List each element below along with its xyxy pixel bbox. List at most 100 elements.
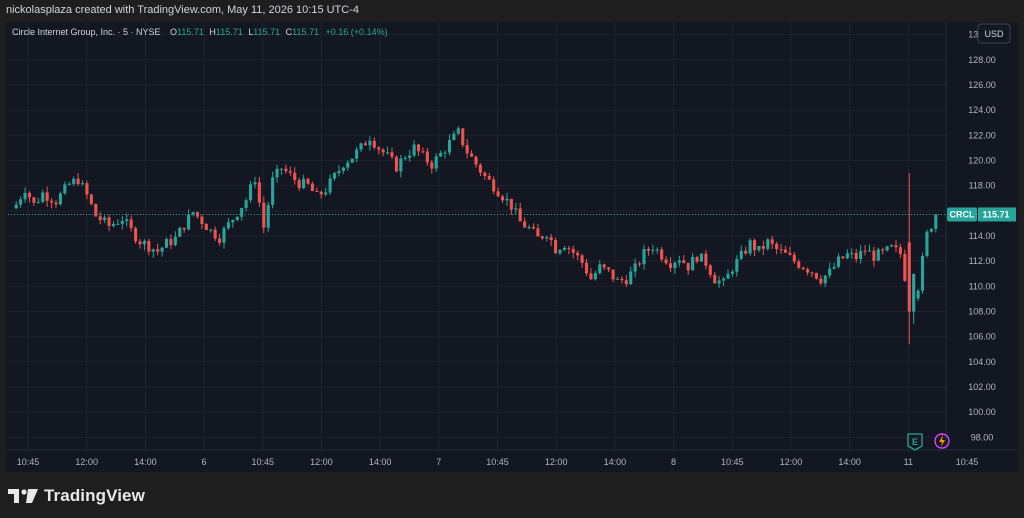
time-tick-label: 10:45 (721, 457, 744, 467)
candle-body (686, 262, 690, 271)
candle-body (461, 128, 465, 146)
candle-body (439, 152, 443, 157)
brand-name: TradingView (44, 486, 145, 505)
candle-body (655, 249, 659, 251)
earnings-badge-shape (907, 433, 923, 451)
candle-body (478, 164, 482, 173)
candle-body (350, 158, 354, 163)
candle-body (191, 212, 195, 215)
price-tick-label: 110.00 (969, 281, 996, 291)
candle-body (788, 252, 792, 255)
candle-body (341, 167, 345, 171)
candle-body (32, 197, 36, 203)
price-tag-value-bg (978, 207, 1016, 222)
candle-body (284, 168, 288, 172)
candle-body (766, 239, 770, 249)
candle-body (713, 274, 717, 284)
candle-body (580, 255, 584, 263)
candle-body (739, 250, 743, 259)
price-tick-label: 120.00 (968, 155, 996, 165)
time-tick-label: 14:00 (604, 457, 627, 467)
candle-body (67, 183, 71, 185)
dividend-badge[interactable] (934, 433, 950, 449)
candle-body (523, 221, 527, 228)
candle-body (500, 196, 505, 201)
candle-body (302, 178, 306, 189)
currency-button-label: USD (984, 29, 1004, 39)
price-axis[interactable]: 130.00128.00126.00124.00122.00120.00118.… (968, 30, 996, 443)
candle-body (63, 184, 67, 194)
chart-panel[interactable]: Circle Internet Group, Inc. · 5 · NYSE O… (6, 22, 1018, 472)
candle-body (377, 147, 381, 150)
candle-body (315, 190, 319, 192)
candle-body (390, 152, 394, 157)
candle-body (841, 256, 845, 259)
time-tick-label: 12:00 (310, 457, 333, 467)
time-tick-label: 12:00 (780, 457, 803, 467)
candle-body (584, 262, 589, 274)
candle-body (434, 156, 438, 169)
candle-body (819, 278, 823, 284)
candle-body (142, 240, 146, 245)
candle-body (222, 228, 226, 243)
candle-body (200, 216, 204, 224)
candle-body (814, 273, 818, 279)
price-tick-label: 114.00 (969, 231, 996, 241)
candle-body (920, 256, 925, 291)
price-tick-label: 122.00 (968, 130, 996, 140)
candle-body (178, 227, 182, 237)
candle-body (452, 133, 456, 140)
candle-body (828, 268, 832, 276)
candle-body (531, 226, 536, 229)
candle-body (801, 267, 805, 270)
candle-body (240, 208, 244, 217)
candle-body (797, 261, 801, 268)
candle-body (164, 239, 169, 248)
candle-body (744, 250, 748, 254)
candle-body (783, 249, 788, 253)
candle-body (182, 227, 186, 230)
candle-body (372, 140, 376, 148)
time-tick-label: 14:00 (134, 457, 157, 467)
candle-body (699, 253, 704, 262)
legend-change: +0.16 (+0.14%) (326, 27, 388, 37)
candle-body (558, 250, 562, 254)
price-tick-label: 118.00 (969, 181, 996, 191)
candle-body (80, 183, 85, 185)
candle-body (761, 246, 765, 249)
candle-body (271, 177, 275, 205)
time-tick-label: 10:45 (251, 457, 274, 467)
tradingview-logo[interactable]: TradingView (8, 486, 145, 506)
candle-body (337, 170, 341, 174)
currency-button[interactable] (977, 23, 1011, 44)
candle-body (885, 246, 889, 251)
candlestick-chart[interactable]: Circle Internet Group, Inc. · 5 · NYSE O… (6, 22, 1018, 472)
candle-body (297, 179, 301, 189)
candle-body (509, 198, 513, 210)
candle-body (218, 238, 222, 243)
legend-l-label: L (248, 27, 253, 37)
candle-body (204, 223, 208, 231)
candle-body (147, 240, 151, 252)
legend-h-value: 115.71 (216, 27, 243, 37)
candle-body (213, 229, 217, 239)
candle-body (929, 228, 933, 232)
time-axis[interactable]: 10:45 12:00 14:00 6 10:45 12:00 14:00 7 10:45 12:… (17, 457, 979, 467)
candle-body (76, 178, 80, 185)
lightning-icon (939, 435, 945, 447)
candle-body (492, 179, 496, 192)
candle-body (903, 253, 907, 281)
time-tick-label: 12:00 (75, 457, 98, 467)
candle-body (111, 223, 116, 226)
candle-body (288, 171, 292, 173)
legend-l-value: 115.71 (253, 27, 280, 37)
candle-body (735, 258, 739, 272)
candle-body (695, 256, 699, 262)
candle-body (116, 223, 120, 225)
candle-body (691, 256, 695, 271)
candle-body (125, 219, 129, 221)
dividend-badge-circle (934, 433, 950, 449)
time-tick-label: 14:00 (369, 457, 392, 467)
earnings-badge[interactable]: E (907, 433, 923, 451)
candle-body (894, 245, 898, 248)
